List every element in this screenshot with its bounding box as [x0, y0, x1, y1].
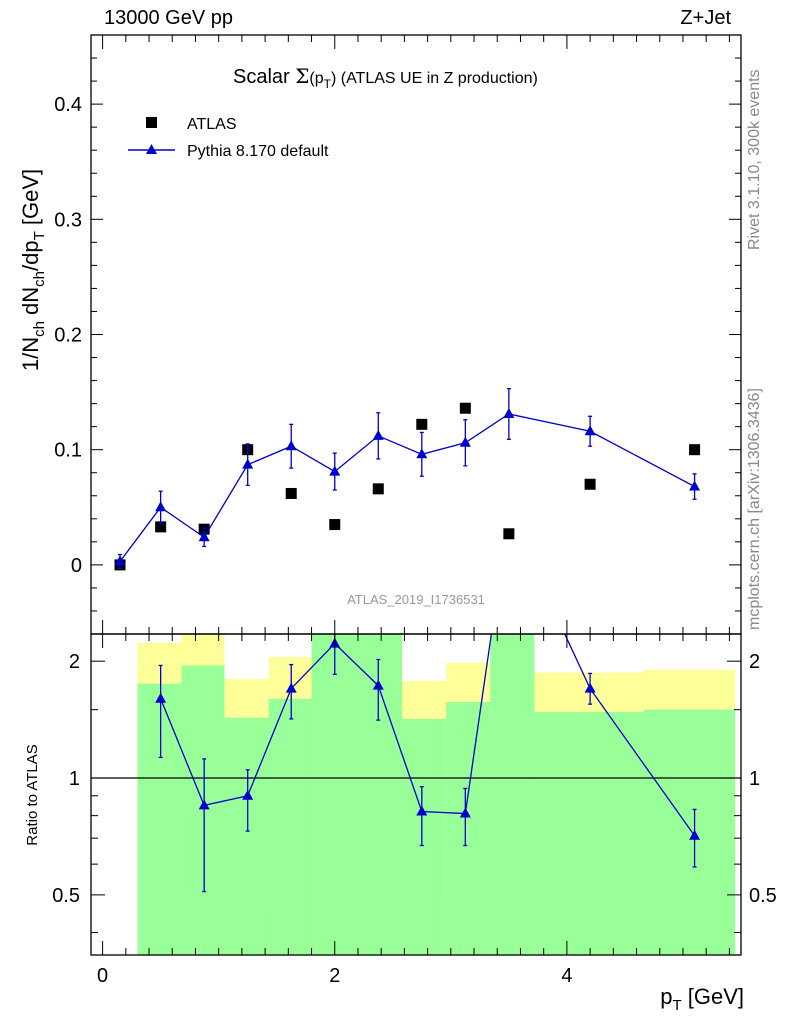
- pythia-point-4: [285, 440, 297, 451]
- main-ytick-label: 0: [71, 555, 82, 577]
- pythia-point-7: [416, 448, 428, 459]
- legend: ATLAS Pythia 8.170 default: [128, 116, 329, 160]
- ratio-ytick-label-right: 2: [749, 651, 760, 673]
- green-band-1: [181, 665, 225, 955]
- atlas-point-11: [689, 444, 701, 456]
- ratio-ytick-label: 0.5: [52, 885, 80, 907]
- pythia-point-3: [242, 458, 254, 469]
- legend-atlas-label: ATLAS: [187, 116, 237, 133]
- atlas-point-10: [584, 478, 596, 490]
- green-band-3: [268, 698, 312, 955]
- pythia-point-10: [584, 425, 596, 436]
- x-axis-label: pT [GeV]: [660, 984, 744, 1014]
- legend-pythia-marker: [146, 144, 157, 154]
- ratio-ytick-label-right: 0.5: [749, 885, 777, 907]
- source-info-vertical: mcplots.cern.ch [arXiv:1306.3436]: [744, 0, 768, 630]
- pythia-point-8: [459, 436, 471, 447]
- pythia-point-2: [198, 531, 210, 542]
- energy-label: 13000 GeV pp: [104, 7, 233, 29]
- ratio-frame: [90, 633, 742, 956]
- ratio-data-marks: [91, 508, 741, 893]
- pythia-point-0: [114, 555, 126, 566]
- ratio-xtick-label: 2: [329, 965, 340, 987]
- legend-pythia-label: Pythia 8.170 default: [187, 143, 329, 160]
- ratio-point-8: [503, 508, 514, 518]
- ratio-y-axis-label: Ratio to ATLAS: [24, 744, 41, 845]
- ratio-point-2: [242, 789, 254, 800]
- atlas-point-1: [155, 521, 167, 533]
- y-axis-label: 1/Nch dNch/dpT [GeV]: [18, 169, 48, 371]
- process-label: Z+Jet: [680, 7, 731, 29]
- ratio-xtick-label: 0: [97, 965, 108, 987]
- atlas-point-6: [372, 483, 384, 495]
- ratio-point-9: [584, 682, 596, 693]
- ratio-point-7: [459, 807, 471, 818]
- source-info-text: mcplots.cern.ch [arXiv:1306.3436]: [746, 388, 763, 630]
- atlas-point-9: [503, 528, 515, 540]
- green-band-6: [402, 718, 447, 955]
- ratio-ytick-label: 1: [69, 768, 80, 790]
- green-band-8: [490, 634, 535, 955]
- ratio-ytick-label-right: 1: [749, 768, 760, 790]
- ratio-point-3: [285, 682, 297, 693]
- ratio-xtick-label: 4: [561, 965, 572, 987]
- green-band-5: [357, 634, 403, 955]
- legend-atlas-marker: [146, 117, 157, 128]
- main-data-marks: [114, 387, 701, 571]
- green-band-7: [446, 701, 491, 955]
- green-band-0: [137, 683, 182, 955]
- ratio-uncertainty-bands: [137, 634, 736, 955]
- main-ytick-label: 0.1: [54, 440, 82, 462]
- pythia-point-9: [503, 407, 515, 418]
- green-band-2: [224, 717, 269, 955]
- ratio-point-1: [198, 799, 210, 810]
- analysis-watermark: ATLAS_2019_I1736531: [347, 592, 485, 607]
- pythia-point-11: [689, 480, 701, 491]
- pythia-point-5: [329, 465, 341, 476]
- main-ytick-label: 0.3: [54, 209, 82, 231]
- chart-title: Scalar Σ(pT) (ATLAS UE in Z production): [233, 64, 538, 91]
- pythia-point-6: [372, 429, 384, 440]
- green-band-10: [643, 709, 736, 955]
- atlas-point-4: [285, 487, 297, 499]
- main-ytick-label: 0.4: [54, 94, 82, 116]
- ratio-point-5: [372, 679, 384, 690]
- green-band-9: [534, 711, 644, 955]
- ratio-ytick-label: 2: [69, 651, 80, 673]
- ratio-point-10: [689, 829, 701, 840]
- ratio-point-6: [416, 805, 428, 816]
- atlas-point-7: [416, 418, 428, 430]
- atlas-point-5: [329, 519, 341, 531]
- axes-and-ticks: 0 0.1 0.2 0.3 0.4 0 2 4 0.5 0.5 1 1 2 2: [52, 34, 777, 987]
- atlas-point-8: [459, 402, 471, 414]
- ratio-point-0: [155, 692, 167, 703]
- pythia-point-1: [155, 501, 167, 512]
- main-ytick-label: 0.2: [54, 325, 82, 347]
- green-band-4: [311, 634, 358, 955]
- pythia-line: [119, 413, 695, 562]
